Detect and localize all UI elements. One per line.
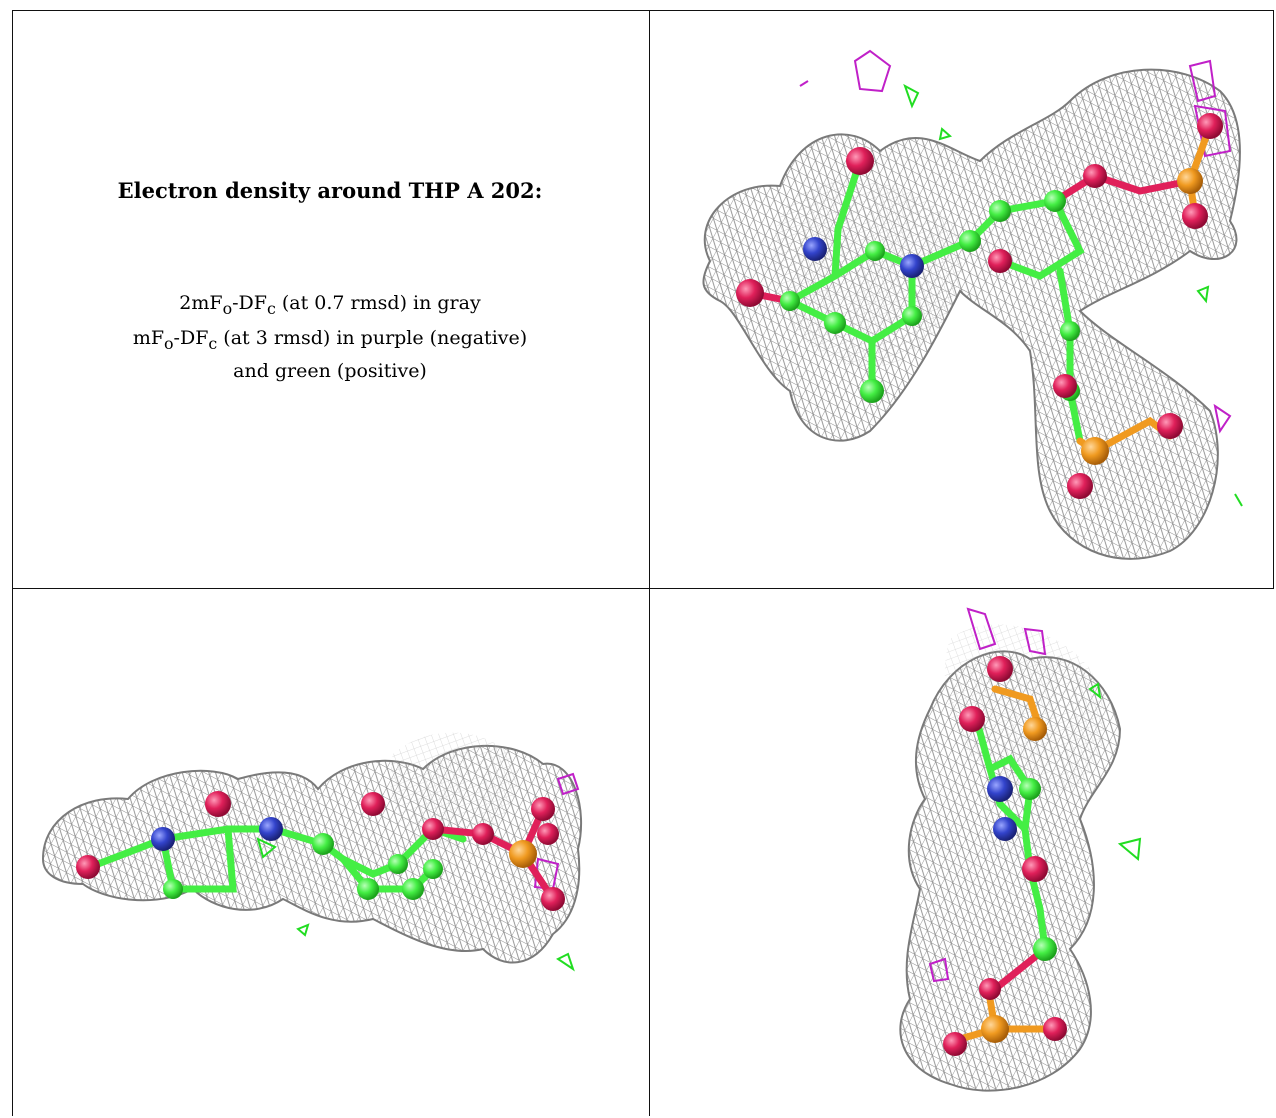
- legend-subscript: c: [266, 298, 276, 318]
- ligand-atoms: [736, 113, 1223, 499]
- positive-difference-mesh: [1196, 285, 1210, 304]
- view-top-right: [650, 11, 1272, 587]
- positive-difference-mesh: [1234, 493, 1243, 507]
- grid-line-center: [649, 10, 650, 1116]
- negative-difference-mesh: [1213, 403, 1232, 434]
- density-mesh: [702, 68, 1241, 560]
- negative-difference-mesh: [966, 607, 997, 651]
- legend-subscript: o: [222, 298, 233, 318]
- legend-text: -DF: [232, 292, 267, 314]
- legend-text: 2mF: [179, 292, 223, 314]
- legend-text: (at 3 rmsd) in purple (negative): [217, 327, 528, 349]
- legend-gray-mesh-line: 2mFo-DFc (at 0.7 rmsd) in gray: [12, 292, 648, 318]
- negative-difference-mesh: [556, 772, 580, 796]
- density-mesh: [390, 732, 519, 849]
- ligand-bonds: [956, 685, 1054, 1043]
- positive-difference-mesh: [1117, 837, 1142, 861]
- view-bottom-left: [13, 589, 648, 1115]
- positive-difference-mesh: [1088, 682, 1102, 700]
- legend-text: mF: [132, 327, 165, 349]
- grid-line-right: [1273, 10, 1274, 588]
- ligand-atoms: [76, 791, 565, 911]
- negative-difference-mesh: [928, 957, 950, 983]
- positive-difference-mesh: [296, 923, 310, 937]
- legend-cell: Electron density around THP A 202: 2mFo-…: [12, 10, 648, 588]
- legend-text: (at 0.7 rmsd) in gray: [275, 292, 481, 314]
- grid-line-middle: [12, 588, 1274, 589]
- ligand-atoms: [943, 656, 1067, 1056]
- legend-subscript: o: [164, 333, 174, 353]
- negative-difference-mesh: [1023, 627, 1047, 656]
- legend-title: Electron density around THP A 202:: [117, 178, 543, 203]
- legend-subscript: c: [208, 333, 218, 353]
- grid-line-left: [12, 10, 13, 1116]
- positive-difference-mesh: [938, 127, 953, 141]
- negative-difference-mesh: [799, 80, 809, 87]
- legend-text: -DF: [173, 327, 209, 349]
- view-bottom-right: [650, 589, 1273, 1115]
- figure-grid: Electron density around THP A 202: 2mFo-…: [12, 10, 1274, 1116]
- positive-difference-mesh: [256, 837, 277, 859]
- legend-positive-line: and green (positive): [233, 360, 427, 382]
- legend-difference-mesh-line: mFo-DFc (at 3 rmsd) in purple (negative): [12, 327, 648, 353]
- grid-line-top: [12, 10, 1274, 11]
- positive-difference-mesh: [556, 952, 575, 972]
- negative-difference-mesh: [853, 49, 892, 93]
- negative-difference-mesh: [1188, 59, 1217, 103]
- positive-difference-mesh: [903, 83, 920, 109]
